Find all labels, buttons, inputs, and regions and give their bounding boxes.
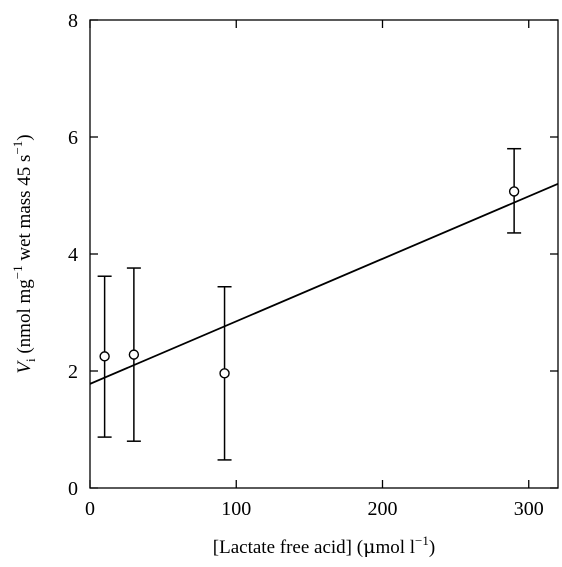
y-axis-ticks: 0 2 4 6 8 bbox=[68, 10, 558, 500]
x-axis-title-unit: mol l bbox=[375, 537, 415, 558]
y-axis-title-mid: wet mass 45 s bbox=[14, 155, 35, 266]
y-axis-title-sup1: −1 bbox=[10, 265, 25, 279]
x-tick-label: 100 bbox=[221, 498, 251, 520]
x-axis-ticks: 0 100 200 300 bbox=[85, 20, 544, 520]
x-axis-title-prefix: [Lactate free acid] ( bbox=[213, 537, 363, 558]
data-point bbox=[99, 351, 110, 362]
x-axis-title: [Lactate free acid] (μmol l−1) bbox=[213, 533, 435, 558]
x-axis-title-sup: −1 bbox=[415, 533, 429, 548]
x-axis-title-mu: μ bbox=[363, 536, 375, 558]
y-axis-title-open: (nmol mg bbox=[14, 279, 35, 359]
y-tick-label: 8 bbox=[68, 10, 78, 32]
x-tick-label: 300 bbox=[514, 498, 544, 520]
data-point bbox=[128, 349, 140, 360]
plot-area bbox=[89, 19, 559, 489]
x-tick-label: 200 bbox=[368, 498, 398, 520]
fit-line-layer bbox=[89, 182, 559, 385]
y-tick-label: 4 bbox=[68, 244, 78, 266]
error-bar-layer bbox=[97, 147, 522, 461]
fit-line bbox=[89, 182, 559, 385]
y-axis-title-var: V bbox=[14, 360, 35, 374]
data-point bbox=[219, 368, 230, 379]
y-tick-label: 2 bbox=[68, 361, 78, 383]
y-axis-title-close: ) bbox=[14, 134, 35, 140]
y-axis-title: Vi (nmol mg−1 wet mass 45 s−1) bbox=[10, 134, 38, 373]
data-point-layer bbox=[99, 186, 520, 379]
y-tick-label: 6 bbox=[68, 127, 78, 149]
data-point bbox=[508, 186, 520, 197]
y-axis-title-sup2: −1 bbox=[10, 141, 25, 155]
y-axis-title-sub: i bbox=[23, 358, 38, 362]
plot-frame bbox=[89, 19, 559, 489]
x-axis-title-suffix: ) bbox=[429, 537, 435, 558]
y-tick-label: 0 bbox=[68, 478, 78, 500]
x-tick-label: 0 bbox=[85, 498, 95, 520]
